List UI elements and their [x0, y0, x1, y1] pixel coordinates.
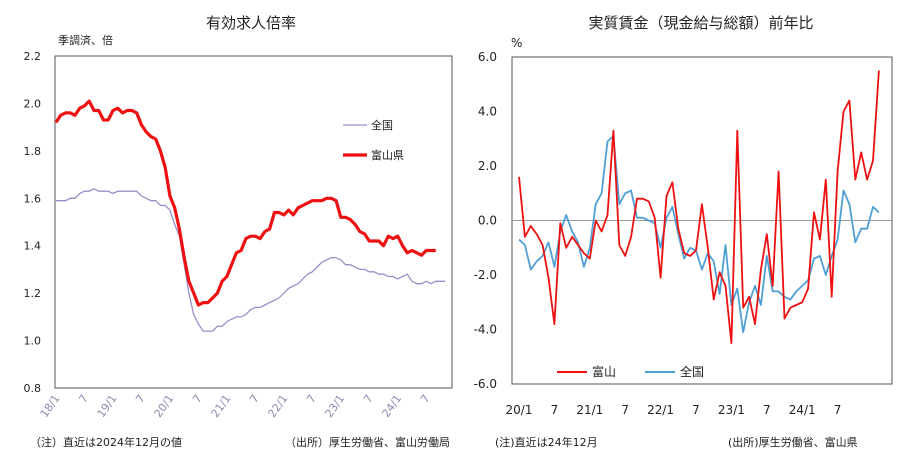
- left-x-tick-label: 7: [190, 392, 205, 405]
- left-legend: 全国 富山県: [343, 118, 404, 162]
- left-y-tick-label: 1.8: [24, 145, 42, 158]
- right-x-axis: 20/1 7 21/1 7 22/1 7 23/1 7 24/1 7: [506, 403, 842, 417]
- left-x-tick-label: 7: [418, 392, 433, 405]
- left-x-tick-label: 24/1: [379, 392, 404, 420]
- left-unit-label: 季調済、倍: [58, 33, 113, 47]
- right-source: (出所)厚生労働省、富山県: [728, 435, 858, 449]
- right-legend-toyama-label: 富山: [592, 364, 616, 379]
- left-x-tick-label: 23/1: [322, 392, 347, 420]
- right-x-tick-label: 7: [834, 403, 842, 417]
- right-series-toyama-line: [518, 70, 880, 345]
- right-x-tick-label: 7: [692, 403, 700, 417]
- right-x-tick-label: 7: [621, 403, 629, 417]
- right-legend: 富山 全国: [557, 364, 704, 379]
- left-x-tick-label: 18/1: [38, 392, 63, 420]
- right-y-tick-label: 4.0: [478, 105, 497, 119]
- right-chart-title: 実質賃金（現金給与総額）前年比: [588, 14, 813, 32]
- right-y-tick-label: -6.0: [474, 377, 497, 391]
- left-series-national-line: [56, 188, 446, 332]
- right-legend-national-label: 全国: [680, 364, 704, 379]
- right-x-tick-label: 22/1: [647, 403, 674, 417]
- right-y-tick-label: 6.0: [478, 50, 497, 64]
- left-y-tick-label: 1.0: [24, 335, 42, 348]
- right-x-tick-label: 24/1: [789, 403, 816, 417]
- left-x-tick-label: 7: [361, 392, 376, 405]
- left-legend-national-label: 全国: [371, 118, 393, 132]
- left-series-toyama-line: [54, 99, 436, 307]
- left-x-tick-label: 7: [133, 392, 148, 405]
- left-chart: 有効求人倍率 季調済、倍 2.2 2.0 1.8 1.6 1.4 1.2 1.0 0.8 18…: [24, 14, 453, 449]
- left-chart-title: 有効求人倍率: [206, 14, 296, 32]
- left-legend-toyama-label: 富山県: [371, 148, 404, 162]
- left-y-axis: 2.2 2.0 1.8 1.6 1.4 1.2 1.0 0.8: [24, 50, 42, 395]
- left-x-tick-label: 7: [76, 392, 91, 405]
- right-x-tick-label: 23/1: [718, 403, 745, 417]
- left-x-tick-label: 22/1: [265, 392, 290, 420]
- left-note: （注）直近は2024年12月の値: [30, 435, 182, 449]
- right-x-tick-label: 7: [763, 403, 771, 417]
- left-x-tick-label: 7: [247, 392, 262, 405]
- right-x-tick-label: 7: [551, 403, 559, 417]
- left-y-tick-label: 0.8: [24, 382, 42, 395]
- right-note: (注)直近は24年12月: [495, 435, 598, 449]
- right-unit-label: %: [511, 36, 522, 50]
- left-y-tick-label: 2.0: [24, 97, 42, 110]
- left-y-tick-label: 2.2: [24, 50, 42, 63]
- left-x-axis: 18/1 7 19/1 7 20/1 7 21/1 7 22/1 7 23/1 7 24/1 7: [38, 392, 433, 420]
- right-x-tick-label: 20/1: [506, 403, 533, 417]
- right-y-tick-label: 0.0: [478, 214, 497, 228]
- left-y-tick-label: 1.4: [24, 240, 42, 253]
- right-x-tick-label: 21/1: [576, 403, 603, 417]
- left-x-tick-label: 7: [304, 392, 319, 405]
- left-plot-frame: [54, 55, 453, 389]
- right-y-axis: 6.0 4.0 2.0 0.0 -2.0 -4.0 -6.0: [474, 50, 497, 391]
- left-y-tick-label: 1.2: [24, 287, 42, 300]
- right-chart: 実質賃金（現金給与総額）前年比 % 6.0 4.0 2.0 0.0 -2.0 -4.0 -6…: [474, 14, 893, 449]
- left-y-tick-label: 1.6: [24, 192, 42, 205]
- right-y-tick-label: 2.0: [478, 159, 497, 173]
- left-source: （出所）厚生労働省、富山労働局: [285, 435, 450, 449]
- left-x-tick-label: 20/1: [152, 392, 177, 420]
- right-y-tick-label: -2.0: [474, 268, 497, 282]
- right-y-tick-label: -4.0: [474, 323, 497, 337]
- left-x-tick-label: 19/1: [95, 392, 120, 420]
- left-x-tick-label: 21/1: [209, 392, 234, 420]
